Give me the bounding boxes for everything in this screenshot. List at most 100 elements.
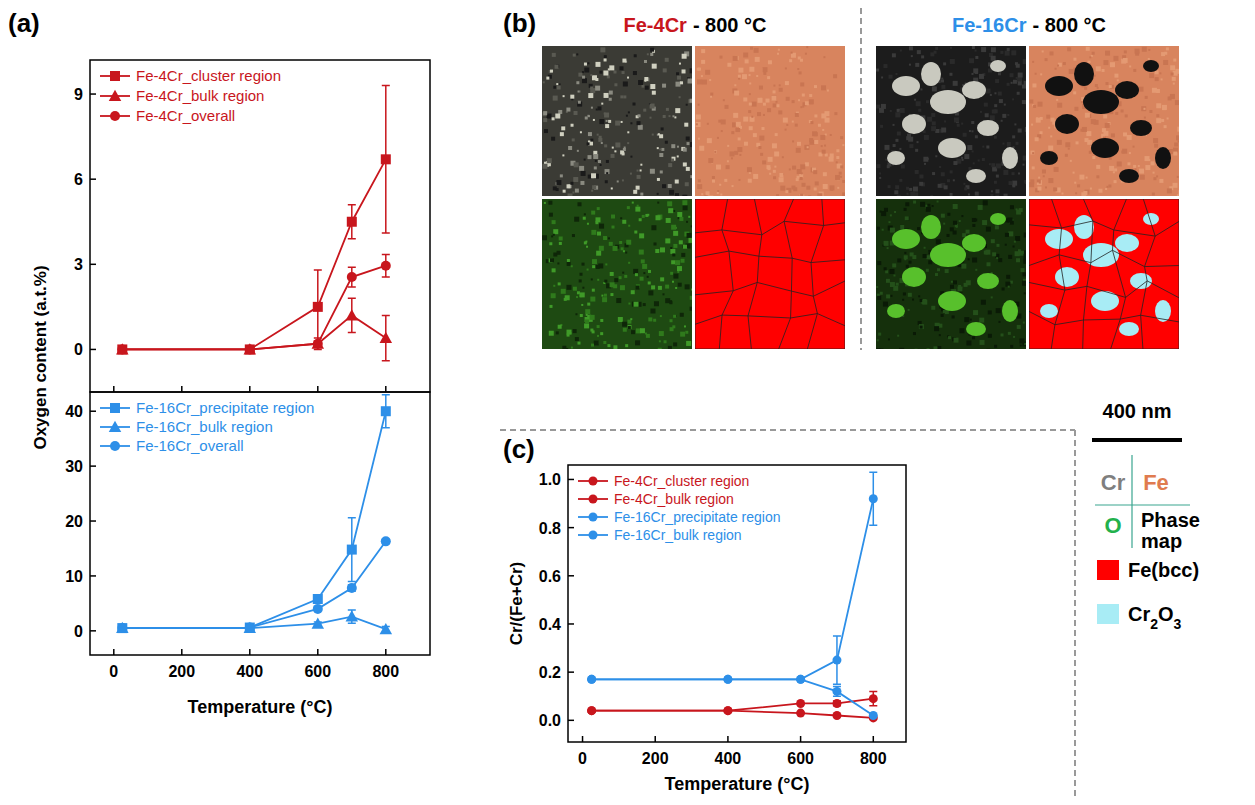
- micrograph-speckle: [998, 92, 1002, 96]
- micrograph-speckle: [1105, 82, 1108, 85]
- micrograph-blob: [1045, 76, 1073, 96]
- micrograph-speckle: [956, 226, 958, 228]
- micrograph-speckle: [792, 166, 796, 170]
- micrograph-speckle: [662, 184, 666, 188]
- micrograph-speckle: [696, 122, 701, 127]
- micrograph-speckle: [581, 171, 586, 176]
- micrograph-speckle: [609, 91, 613, 95]
- micrograph-speckle: [570, 182, 573, 185]
- micrograph-speckle: [800, 59, 803, 62]
- micrograph-speckle: [557, 262, 559, 264]
- micrograph-speckle: [1096, 175, 1099, 178]
- micrograph-speckle: [944, 120, 946, 122]
- grain-boundary: [779, 199, 794, 349]
- phase-label: Fe(bcc): [1128, 559, 1199, 581]
- grain-boundary: [1051, 199, 1065, 349]
- legend-label: Fe-16Cr_bulk region: [136, 418, 273, 435]
- micrograph-speckle: [567, 330, 572, 335]
- micrograph-speckle: [814, 132, 818, 136]
- micrograph-speckle: [562, 346, 566, 349]
- micrograph-speckle: [926, 269, 929, 272]
- micrograph-speckle: [657, 178, 660, 181]
- micrograph-speckle: [675, 193, 679, 196]
- micrograph-speckle: [961, 264, 966, 269]
- micrograph-speckle: [665, 238, 670, 243]
- micrograph-speckle: [673, 274, 678, 279]
- micrograph-speckle: [669, 301, 672, 304]
- phase-swatch: [1097, 604, 1119, 624]
- micrograph-blob: [1074, 215, 1094, 239]
- micrograph-speckle: [937, 346, 941, 349]
- micrograph-speckle: [551, 293, 556, 298]
- micrograph-speckle: [639, 218, 642, 221]
- micrograph-speckle: [994, 92, 996, 94]
- key-label: Fe: [1143, 470, 1169, 495]
- micrograph-speckle: [998, 72, 1001, 75]
- micrograph-blob: [1130, 273, 1152, 289]
- micrograph-speckle: [840, 176, 842, 178]
- micrograph-speckle: [953, 280, 957, 284]
- micrograph-speckle: [691, 289, 692, 291]
- micrograph-speckle: [919, 182, 923, 186]
- micrograph-speckle: [563, 95, 565, 97]
- micrograph-speckle: [738, 75, 741, 78]
- micrograph-speckle: [1018, 172, 1020, 174]
- micrograph-speckle: [1152, 88, 1157, 93]
- micrograph-speckle: [627, 142, 629, 144]
- y-tick-label: 10: [65, 568, 83, 585]
- micrograph-speckle: [652, 134, 654, 136]
- micrograph-speckle: [634, 54, 637, 57]
- marker: [117, 623, 127, 633]
- micrograph-speckle: [628, 326, 631, 329]
- micrograph-speckle: [628, 325, 632, 329]
- micrograph-speckle: [931, 126, 936, 131]
- micrograph-speckle: [1074, 107, 1078, 111]
- micrograph-speckle: [678, 217, 680, 219]
- y-tick: [90, 178, 96, 180]
- micrograph-speckle: [1037, 180, 1042, 185]
- micrograph-speckle: [897, 335, 899, 337]
- micrograph-speckle: [735, 128, 739, 132]
- micrograph-speckle: [1031, 124, 1033, 126]
- micrograph-speckle: [1121, 150, 1124, 153]
- micrograph-speckle: [768, 157, 773, 162]
- micrograph-speckle: [558, 325, 562, 329]
- phase-label-part: O: [1158, 603, 1174, 625]
- micrograph-speckle: [792, 140, 794, 142]
- micrograph-speckle: [1171, 72, 1174, 75]
- micrograph-speckle: [1123, 58, 1128, 63]
- micrograph-speckle: [1054, 167, 1059, 172]
- micrograph-speckle: [714, 150, 717, 153]
- micrograph-speckle: [1063, 62, 1066, 65]
- micrograph-speckle: [595, 78, 598, 81]
- marker: [587, 706, 596, 715]
- micrograph-speckle: [677, 212, 682, 217]
- micrograph-speckle: [845, 165, 846, 170]
- micrograph-speckle: [1048, 127, 1050, 129]
- marker: [245, 623, 255, 633]
- micrograph-speckle: [880, 211, 882, 213]
- micrograph-speckle: [732, 185, 734, 187]
- micrograph-speckle: [779, 88, 783, 92]
- micrograph-speckle: [1174, 142, 1178, 146]
- micrograph-speckle: [719, 184, 721, 186]
- micrograph-speckle: [776, 104, 779, 107]
- micrograph-speckle: [675, 82, 680, 87]
- key-label: Phasemap: [1141, 509, 1200, 552]
- micrograph-speckle: [1038, 177, 1040, 179]
- micrograph-speckle: [815, 181, 819, 185]
- marker: [589, 477, 598, 486]
- micrograph-speckle: [615, 142, 620, 147]
- micrograph-speckle: [719, 56, 722, 59]
- marker: [380, 332, 393, 343]
- micrograph-speckle: [895, 139, 898, 142]
- micrograph-speckle: [1113, 56, 1118, 61]
- micrograph-speckle: [1114, 180, 1117, 183]
- micrograph-speckle: [926, 255, 930, 259]
- micrograph-speckle: [549, 305, 552, 308]
- micrograph-speckle: [890, 228, 895, 233]
- micrograph-speckle: [642, 215, 645, 218]
- micrograph-speckle: [1163, 60, 1168, 65]
- marker: [313, 594, 323, 604]
- x-tick: [317, 386, 319, 392]
